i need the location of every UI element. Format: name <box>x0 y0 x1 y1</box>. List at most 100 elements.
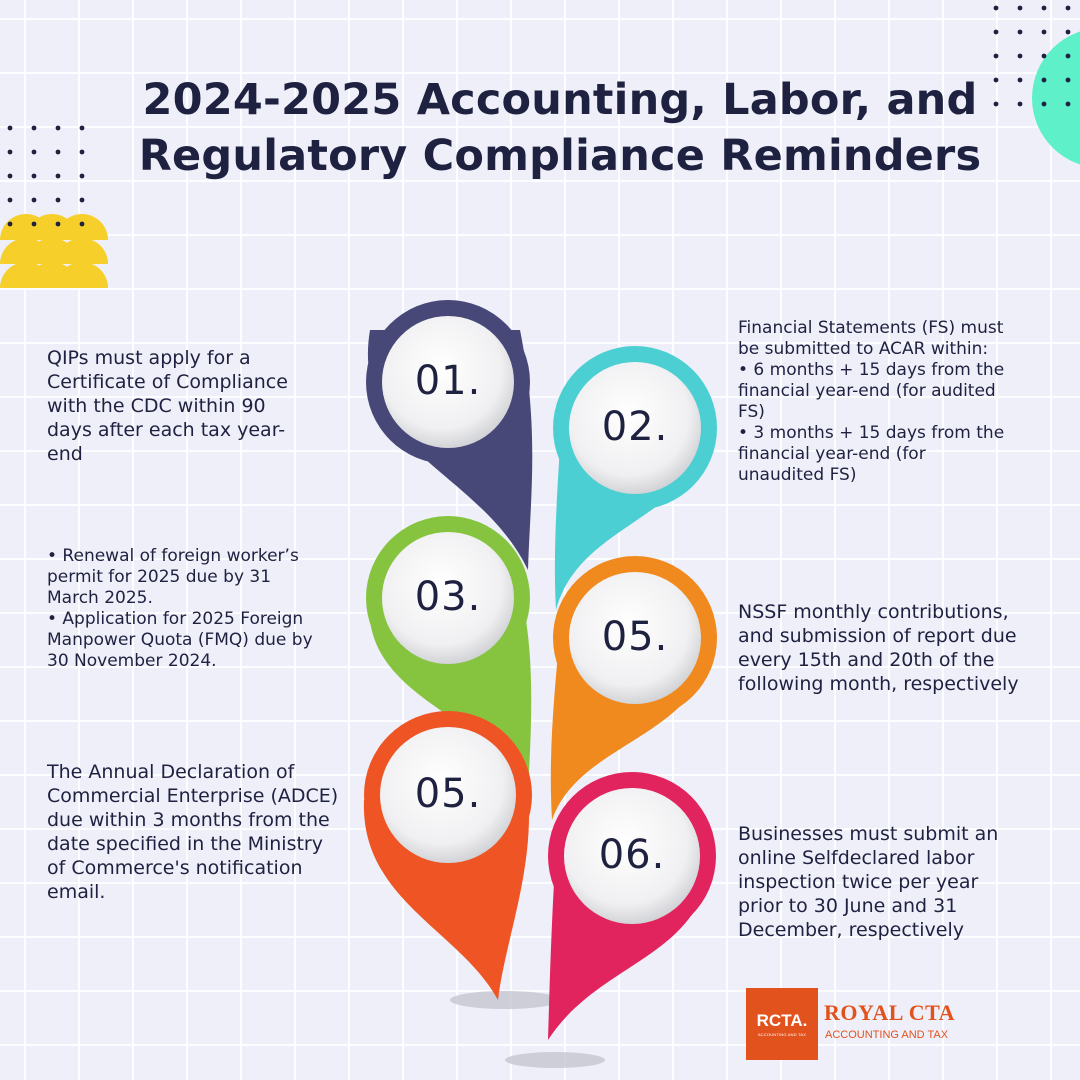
note-06-line: December, respectively <box>738 919 964 941</box>
note-03-line: • Application for 2025 Foreign <box>47 609 304 629</box>
note-05-right-line: NSSF monthly contributions, <box>738 601 1009 623</box>
pin-number-05-left: 05. <box>414 771 482 817</box>
decor-dot <box>7 197 13 203</box>
decor-dot <box>1041 5 1047 11</box>
decor-dot <box>1017 5 1023 11</box>
note-02-line: • 6 months + 15 days from the <box>738 360 1005 380</box>
decor-dot <box>993 5 999 11</box>
decor-dot <box>1065 5 1071 11</box>
decor-dot <box>1065 77 1071 83</box>
brand-name: ROYAL CTA <box>824 1000 956 1025</box>
decor-dot <box>7 149 13 155</box>
decor-dot <box>1017 29 1023 35</box>
pin-number-05-right: 05. <box>601 614 669 660</box>
note-01-line: Certificate of Compliance <box>47 371 288 393</box>
decor-dot <box>55 125 61 131</box>
title-line-1: 2024-2025 Accounting, Labor, and <box>142 75 978 125</box>
brand-tagline: ACCOUNTING AND TAX <box>825 1029 949 1041</box>
note-03-line: 30 November 2024. <box>47 651 217 671</box>
note-05-left-line: The Annual Declaration of <box>47 761 295 783</box>
note-05-left-line: email. <box>47 881 106 903</box>
decor-dot <box>7 221 13 227</box>
brand-logo: RCTA. ACCOUNTING AND TAX <box>746 988 818 1060</box>
decor-dot <box>55 149 61 155</box>
decor-dot <box>993 77 999 83</box>
decor-dot <box>1041 29 1047 35</box>
title-line-2: Regulatory Compliance Reminders <box>138 131 982 181</box>
decor-dot <box>55 197 61 203</box>
note-06-line: inspection twice per year <box>738 871 979 893</box>
note-02-line: financial year-end (for audited <box>738 381 996 401</box>
decor-dot <box>993 53 999 59</box>
note-02-line: unaudited FS) <box>738 465 857 485</box>
note-01-line: with the CDC within 90 <box>47 395 266 417</box>
decor-dot <box>1041 77 1047 83</box>
note-06-line: prior to 30 June and 31 <box>738 895 958 917</box>
pin-05-right-face <box>569 572 701 704</box>
decor-dot <box>79 149 85 155</box>
pin-05-left-face <box>380 727 516 863</box>
note-02: Financial Statements (FS) must be submit… <box>738 318 1004 486</box>
note-06: Businesses must submit an online Selfdec… <box>738 822 998 942</box>
note-05-left-line: due within 3 months from the <box>47 809 330 831</box>
decor-dot <box>79 221 85 227</box>
note-02-line: • 3 months + 15 days from the <box>738 423 1005 443</box>
note-05-left-line: date specified in the Ministry <box>47 833 323 855</box>
note-02-line: FS) <box>738 402 765 422</box>
pin-number-03: 03. <box>414 574 482 620</box>
note-01-line: QIPs must apply for a <box>47 347 251 369</box>
decor-dot <box>993 29 999 35</box>
decor-dot <box>31 197 37 203</box>
decor-dot <box>1041 101 1047 107</box>
decor-dot <box>79 197 85 203</box>
logo-mark: RCTA. <box>756 1011 808 1030</box>
note-06-line: Businesses must submit an <box>738 823 999 845</box>
note-03: • Renewal of foreign worker’s permit for… <box>47 546 313 672</box>
decor-dot <box>31 173 37 179</box>
decor-dot <box>1065 101 1071 107</box>
decor-dot <box>1041 53 1047 59</box>
note-05-left-line: of Commerce's notification <box>47 857 303 879</box>
decor-dot <box>1017 53 1023 59</box>
logo-mark-sub: ACCOUNTING AND TAX <box>757 1032 807 1037</box>
decor-dot <box>1065 29 1071 35</box>
decor-dot <box>55 221 61 227</box>
note-01: QIPs must apply for a Certificate of Com… <box>47 346 288 466</box>
note-02-line: Financial Statements (FS) must <box>738 318 1004 338</box>
decor-dot <box>79 125 85 131</box>
note-01-line: end <box>47 443 83 465</box>
decor-dot <box>31 149 37 155</box>
decor-dot <box>7 173 13 179</box>
decor-dot <box>7 125 13 131</box>
decor-dot <box>1017 101 1023 107</box>
note-02-line: be submitted to ACAR within: <box>738 339 989 359</box>
note-05-right-line: and submission of report due <box>738 625 1017 647</box>
pin-03-face <box>382 532 514 664</box>
decor-dot <box>1017 77 1023 83</box>
pin-number-02: 02. <box>601 404 669 450</box>
pin-01-face <box>382 316 514 448</box>
pin-02-face <box>569 362 701 494</box>
note-05-right: NSSF monthly contributions, and submissi… <box>738 600 1019 696</box>
note-03-line: Manpower Quota (FMQ) due by <box>47 630 313 650</box>
decor-dot <box>993 101 999 107</box>
note-03-line: permit for 2025 due by 31 <box>47 567 272 587</box>
pin-06-face <box>564 788 700 924</box>
pin-number-01: 01. <box>414 358 482 404</box>
note-03-line: • Renewal of foreign worker’s <box>47 546 299 566</box>
note-05-left: The Annual Declaration of Commercial Ent… <box>47 760 338 904</box>
decor-dot <box>1065 53 1071 59</box>
note-02-line: financial year-end (for <box>738 444 926 464</box>
decor-dot <box>79 173 85 179</box>
page-title: 2024-2025 Accounting, Labor, and Regulat… <box>130 72 990 184</box>
note-06-line: online Selfdeclared labor <box>738 847 975 869</box>
note-01-line: days after each tax year- <box>47 419 286 441</box>
note-05-left-line: Commercial Enterprise (ADCE) <box>47 785 339 807</box>
pin-number-06: 06. <box>598 832 666 878</box>
decor-dot <box>31 221 37 227</box>
decor-dot <box>55 173 61 179</box>
note-03-line: March 2025. <box>47 588 153 608</box>
decor-dot <box>31 125 37 131</box>
